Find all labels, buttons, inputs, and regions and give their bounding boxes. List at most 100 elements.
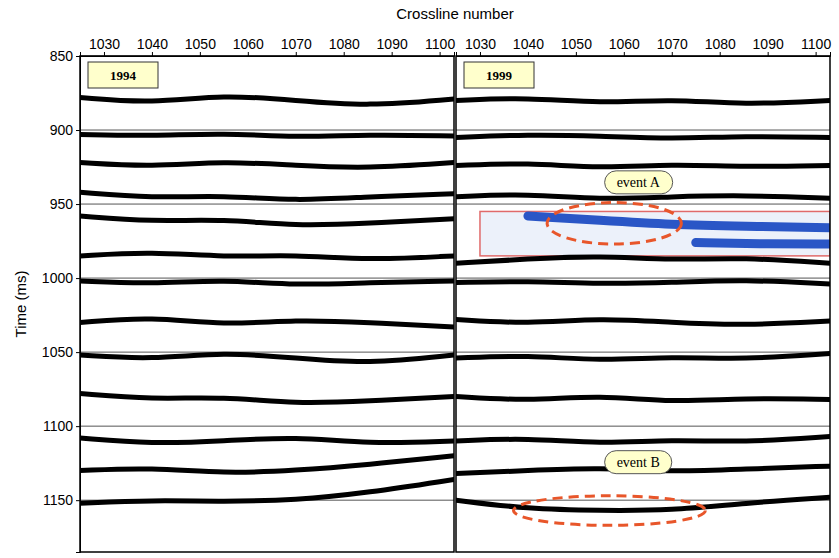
x-axis-line — [457, 52, 831, 57]
x-tick: 1090 — [377, 36, 408, 56]
reflector — [80, 479, 454, 503]
x-tick-mark — [200, 52, 201, 56]
grid-line — [80, 204, 454, 205]
chart: 1030 1040 1050 1060 1070 1080 1090 1100 850 900 95… — [0, 0, 839, 558]
marks — [456, 99, 830, 526]
x-tick-mark — [528, 52, 529, 56]
y-tick-label: 950 — [50, 196, 74, 212]
y-tick: 1000 — [42, 270, 80, 286]
x-tick: 1090 — [753, 36, 784, 56]
y-tick: 1150 — [43, 492, 80, 508]
grid-line — [80, 130, 454, 131]
plot-frame — [80, 56, 454, 552]
y-tick-mark — [76, 500, 80, 501]
reflector — [80, 216, 454, 225]
x-tick-label: 1100 — [801, 36, 831, 52]
x-tick-label: 1100 — [425, 36, 455, 52]
x-axis-title: Crossline number — [396, 5, 514, 22]
x-tick-label: 1050 — [185, 36, 216, 52]
x-tick: 1070 — [657, 36, 688, 56]
plot-background — [456, 56, 830, 552]
reflector — [456, 195, 830, 198]
reflector — [456, 354, 830, 360]
grid-line — [80, 426, 454, 427]
reflector — [456, 257, 830, 263]
highlight-box — [480, 211, 830, 255]
y-tick-label: 1050 — [42, 344, 73, 360]
grid — [80, 56, 454, 500]
x-tick-label: 1030 — [465, 36, 496, 52]
x-tick-mark — [296, 52, 297, 56]
y-tick: 900 — [50, 122, 80, 138]
x-tick-label: 1090 — [377, 36, 408, 52]
x-tick: 1050 — [185, 36, 216, 56]
x-tick: 1100 — [801, 36, 831, 56]
y-tick: 1100 — [43, 418, 80, 434]
x-tick-mark — [672, 52, 673, 56]
x-tick: 1040 — [513, 36, 544, 56]
x-tick: 1080 — [705, 36, 736, 56]
grid-line — [80, 278, 454, 279]
reflector — [456, 99, 830, 103]
reflector — [80, 192, 454, 199]
y-tick-mark — [76, 56, 80, 57]
panel-title-box — [464, 62, 534, 88]
x-tick-label: 1080 — [329, 36, 360, 52]
grid-line — [456, 278, 830, 279]
x-tick-label: 1070 — [657, 36, 688, 52]
reflector — [456, 397, 830, 401]
x-tick: 1030 — [465, 36, 496, 56]
y-tick-mark — [76, 352, 80, 353]
y-tick-label: 900 — [50, 122, 74, 138]
y-tick: 850 — [50, 48, 80, 64]
annotation: event B — [605, 451, 672, 474]
y-axis: 850 900 950 1000 1050 1100 1150 — [42, 48, 81, 553]
annotation-box — [605, 171, 673, 194]
x-tick-label: 1040 — [513, 36, 544, 52]
y-tick-mark — [76, 426, 80, 427]
y-tick-label: 1150 — [43, 492, 73, 508]
y-tick-label: 850 — [50, 48, 74, 64]
reflector — [80, 456, 454, 472]
event-ellipse — [547, 203, 681, 244]
panel: 1030104010501060107010801090110085090095… — [42, 36, 456, 553]
x-tick-mark — [248, 52, 249, 56]
x-tick-label: 1090 — [753, 36, 784, 52]
x-tick: 1040 — [137, 36, 168, 56]
reflector — [80, 394, 454, 403]
x-tick-mark — [104, 52, 105, 56]
x-tick-label: 1050 — [561, 36, 592, 52]
y-tick-mark — [76, 278, 80, 279]
grid-line — [456, 426, 830, 427]
x-tick-label: 1030 — [89, 36, 120, 52]
x-tick-mark — [576, 52, 577, 56]
reflector — [456, 135, 830, 138]
x-tick: 1050 — [561, 36, 592, 56]
x-tick-mark — [152, 52, 153, 56]
reflector — [456, 164, 830, 167]
annotation-label: event A — [617, 175, 661, 190]
reflector — [456, 437, 830, 443]
y-tick: 1050 — [42, 344, 80, 360]
x-tick: 1060 — [609, 36, 640, 56]
y-tick: 950 — [50, 196, 80, 212]
reflector — [80, 163, 454, 168]
reflector — [456, 320, 830, 325]
x-tick: 1030 — [89, 36, 120, 56]
y-tick-label: 1000 — [42, 270, 73, 286]
x-axis-line — [81, 52, 455, 57]
panel: 103010401050106010701080109011001999even… — [456, 36, 831, 552]
y-tick-label: 1100 — [43, 418, 73, 434]
y-axis-line — [76, 57, 81, 553]
x-tick-mark — [768, 52, 769, 56]
x-tick-label: 1040 — [137, 36, 168, 52]
y-tick-mark — [76, 204, 80, 205]
plot-frame — [456, 56, 830, 552]
x-tick: 1100 — [425, 36, 455, 56]
marks — [80, 97, 454, 503]
reflector — [456, 497, 830, 510]
grid — [456, 56, 830, 500]
reflector — [80, 281, 454, 284]
grid-line — [456, 352, 830, 353]
x-tick-mark — [480, 52, 481, 56]
